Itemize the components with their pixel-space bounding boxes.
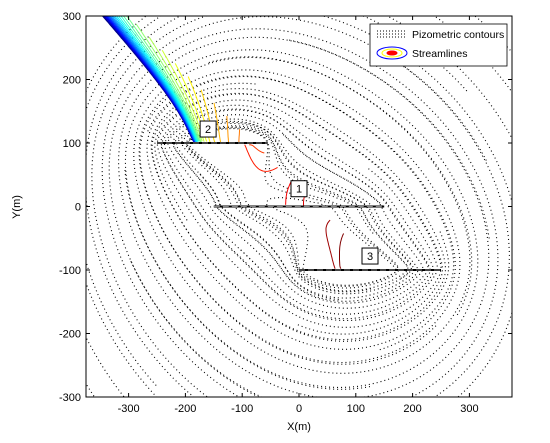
pizometric-contour bbox=[160, 99, 439, 322]
streamline bbox=[126, 16, 202, 143]
x-tick-label: -200 bbox=[174, 403, 196, 415]
pizometric-contour bbox=[101, 16, 510, 397]
streamline bbox=[135, 23, 202, 143]
streamline bbox=[122, 16, 200, 142]
y-tick-label: 300 bbox=[63, 11, 81, 23]
pizometric-contour bbox=[175, 120, 416, 301]
y-tick-label: 200 bbox=[63, 75, 81, 87]
streamline bbox=[112, 16, 197, 143]
legend-swatch-streamlines bbox=[376, 46, 408, 60]
streamline bbox=[111, 16, 197, 143]
y-tick-label: 100 bbox=[63, 138, 81, 150]
well-label-box bbox=[361, 247, 379, 265]
y-tick-label: 0 bbox=[75, 202, 81, 214]
pizometric-contour bbox=[118, 36, 490, 397]
y-axis: -300 -200 -100 0 100 200 300 bbox=[59, 11, 512, 404]
pizometric-contour bbox=[86, 16, 468, 397]
legend-label-pizometric: Pizometric contours bbox=[412, 29, 504, 41]
flow-field bbox=[86, 16, 512, 397]
x-axis-label: X(m) bbox=[287, 421, 311, 433]
streamline bbox=[238, 129, 241, 143]
streamline bbox=[117, 16, 199, 142]
well-label: 1 bbox=[296, 184, 302, 196]
streamline bbox=[339, 233, 345, 269]
pizometric-contour bbox=[171, 114, 424, 304]
pizometric-contour bbox=[150, 82, 450, 342]
x-tick-label: 0 bbox=[296, 403, 302, 415]
streamline bbox=[161, 50, 205, 142]
pizometric-contour bbox=[108, 28, 499, 397]
legend: Pizometric contours Streamlines bbox=[369, 23, 508, 67]
well-label: 3 bbox=[367, 251, 373, 263]
streamline bbox=[115, 16, 198, 143]
x-tick-label: -100 bbox=[231, 403, 253, 415]
well-2: 2 bbox=[157, 120, 268, 144]
x-tick-label: 100 bbox=[347, 403, 365, 415]
well-label: 2 bbox=[205, 124, 211, 136]
wells: 2 1 3 bbox=[157, 120, 441, 271]
well-1: 1 bbox=[213, 180, 385, 208]
y-tick-label: -200 bbox=[59, 329, 81, 341]
pizometric-contour bbox=[138, 69, 461, 365]
streamline bbox=[285, 180, 292, 205]
streamline bbox=[148, 36, 203, 142]
streamline bbox=[226, 115, 230, 143]
legend-label-streamlines: Streamlines bbox=[412, 48, 467, 60]
well-3: 3 bbox=[299, 247, 441, 271]
x-tick-label: 300 bbox=[460, 403, 478, 415]
streamline bbox=[213, 102, 222, 143]
y-tick-label: -300 bbox=[59, 392, 81, 404]
y-tick-label: -100 bbox=[59, 265, 81, 277]
x-tick-label: -300 bbox=[118, 403, 140, 415]
well-label-box bbox=[199, 120, 217, 138]
pizometric-contour bbox=[146, 75, 456, 351]
streamline bbox=[325, 219, 336, 269]
streamline bbox=[114, 16, 198, 143]
well-label-box bbox=[290, 180, 308, 198]
x-tick-label: 200 bbox=[403, 403, 421, 415]
legend-swatch-pizometric bbox=[377, 30, 407, 38]
pizometric-contour bbox=[154, 92, 443, 335]
x-axis: -300 -200 -100 0 100 200 300 bbox=[118, 16, 479, 415]
pizometric-contour bbox=[133, 56, 473, 374]
y-axis-label: Y(m) bbox=[11, 195, 23, 219]
streamline bbox=[120, 16, 199, 142]
streamline bbox=[244, 144, 278, 172]
streamline bbox=[249, 144, 265, 154]
